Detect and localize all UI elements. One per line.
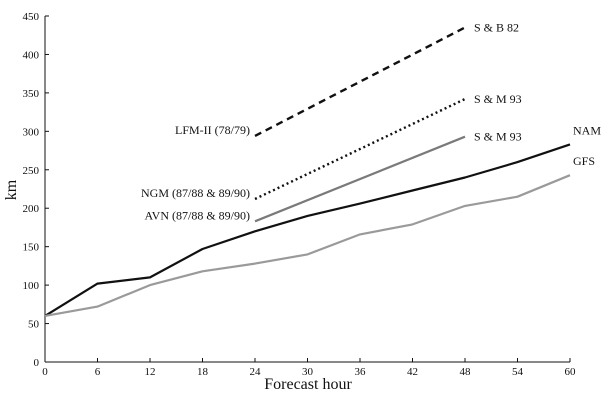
x-tick-label: 18	[197, 366, 209, 378]
series-start-label: NGM (87/88 & 89/90)	[141, 186, 250, 200]
y-tick-label: 450	[23, 11, 40, 23]
series-line-s-m-93-2	[254, 135, 466, 223]
y-tick-label: 50	[28, 319, 40, 331]
series-end-label: S & B 82	[474, 21, 519, 35]
series-line-nam-0	[44, 143, 571, 317]
x-tick-label: 24	[250, 366, 262, 378]
series-end-label: S & M 93	[474, 92, 522, 106]
series-line-s-b-82-4	[254, 26, 466, 137]
y-tick-label: 200	[23, 203, 40, 215]
y-tick-label: 0	[34, 357, 40, 369]
series-end-label: GFS	[573, 154, 595, 168]
x-tick-label: 0	[42, 366, 48, 378]
y-tick-label: 400	[23, 49, 40, 61]
chart-labels: NAM GFS S & M 93 AVN (87/88 & 89/90) S & M 9…	[141, 21, 601, 223]
x-tick-label: 60	[565, 366, 577, 378]
x-tick-label: 48	[460, 366, 472, 378]
series-line-gfs-1	[44, 174, 571, 317]
series-start-label: LFM-II (78/79)	[175, 123, 250, 137]
y-tick-label: 250	[23, 165, 40, 177]
y-tick-label: 150	[23, 242, 40, 254]
x-tick-label: 6	[95, 366, 101, 378]
y-tick-label: 300	[23, 126, 40, 138]
series-start-label: AVN (87/88 & 89/90)	[145, 208, 250, 222]
x-axis-title: Forecast hour	[264, 376, 352, 393]
x-tick-label: 12	[145, 366, 156, 378]
y-axis-title: km	[3, 179, 20, 200]
series-end-label: NAM	[573, 123, 601, 137]
series-line-s-m-93-3	[254, 97, 466, 201]
x-tick-label: 30	[302, 366, 314, 378]
y-tick-label: 350	[23, 88, 40, 100]
axes: 0 6 12 18 24 30 36 42 48 54 60 0 50 100 150 200 250 300 35…	[23, 11, 577, 378]
x-tick-label: 54	[512, 366, 524, 378]
x-tick-label: 42	[407, 366, 418, 378]
x-tick-label: 36	[355, 366, 367, 378]
y-tick-label: 100	[23, 280, 40, 292]
series-end-label: S & M 93	[474, 130, 522, 144]
chart-marks	[44, 26, 571, 317]
